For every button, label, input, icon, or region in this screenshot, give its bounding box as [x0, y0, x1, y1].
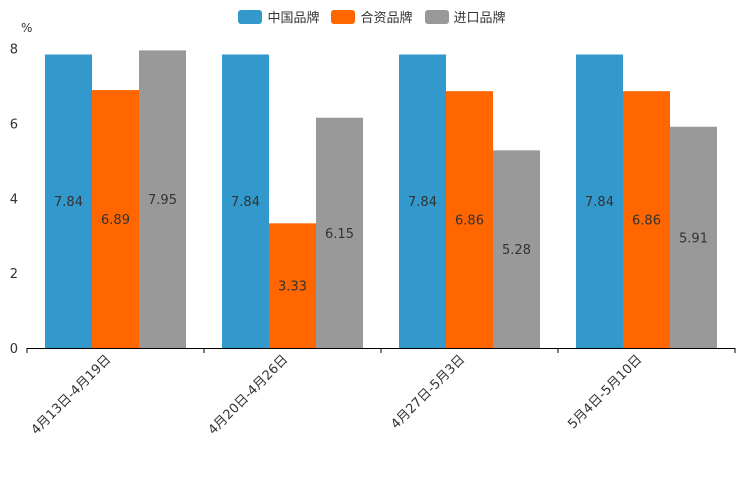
x-tick-label: 4月13日-4月19日 [29, 352, 115, 438]
data-label: 7.84 [585, 195, 614, 210]
bar [269, 223, 316, 348]
legend-swatch-import-brand [424, 9, 449, 24]
legend-label-joint-venture-brand: 合资品牌 [360, 11, 413, 26]
x-tick-label: 4月27日-5月3日 [388, 352, 468, 432]
bar [623, 91, 670, 349]
bar [222, 54, 269, 349]
legend-label-import-brand: 进口品牌 [453, 11, 506, 26]
x-tick-label: 5月4日-5月10日 [565, 352, 645, 432]
data-label: 7.84 [408, 195, 437, 210]
data-label: 5.28 [502, 243, 531, 258]
legend-swatch-joint-venture-brand [331, 9, 356, 24]
y-tick-label: 4 [10, 192, 18, 207]
bar [316, 117, 363, 349]
legend-label-china-brand: 中国品牌 [267, 11, 320, 26]
y-tick-label: 0 [10, 342, 18, 357]
legend-item-import-brand[interactable]: 进口品牌 [424, 7, 506, 26]
data-label: 6.86 [455, 214, 484, 229]
bar [92, 90, 139, 348]
y-tick-label: 2 [10, 267, 18, 282]
legend-item-china-brand[interactable]: 中国品牌 [238, 7, 319, 26]
data-label: 3.33 [278, 280, 307, 295]
data-label: 7.84 [54, 195, 83, 210]
data-label: 5.91 [679, 231, 708, 246]
bar [45, 54, 92, 349]
y-axis-unit-label: % [21, 21, 33, 35]
data-label: 6.89 [101, 213, 130, 228]
chart-legend: 中国品牌 合资品牌 进口品牌 [0, 7, 744, 26]
bar [670, 126, 717, 348]
data-label: 7.95 [148, 193, 177, 208]
y-tick-label: 8 [10, 43, 18, 58]
legend-item-joint-venture-brand[interactable]: 合资品牌 [331, 7, 413, 26]
bar [493, 150, 540, 348]
x-tick-label: 4月20日-4月26日 [206, 352, 292, 438]
data-label: 6.86 [632, 214, 661, 229]
bar [399, 54, 446, 349]
data-label: 6.15 [325, 227, 354, 242]
bar [446, 91, 493, 349]
data-label: 7.84 [231, 195, 260, 210]
bar [139, 50, 186, 348]
y-tick-label: 6 [10, 117, 18, 132]
bar [576, 54, 623, 349]
legend-swatch-china-brand [238, 9, 263, 24]
